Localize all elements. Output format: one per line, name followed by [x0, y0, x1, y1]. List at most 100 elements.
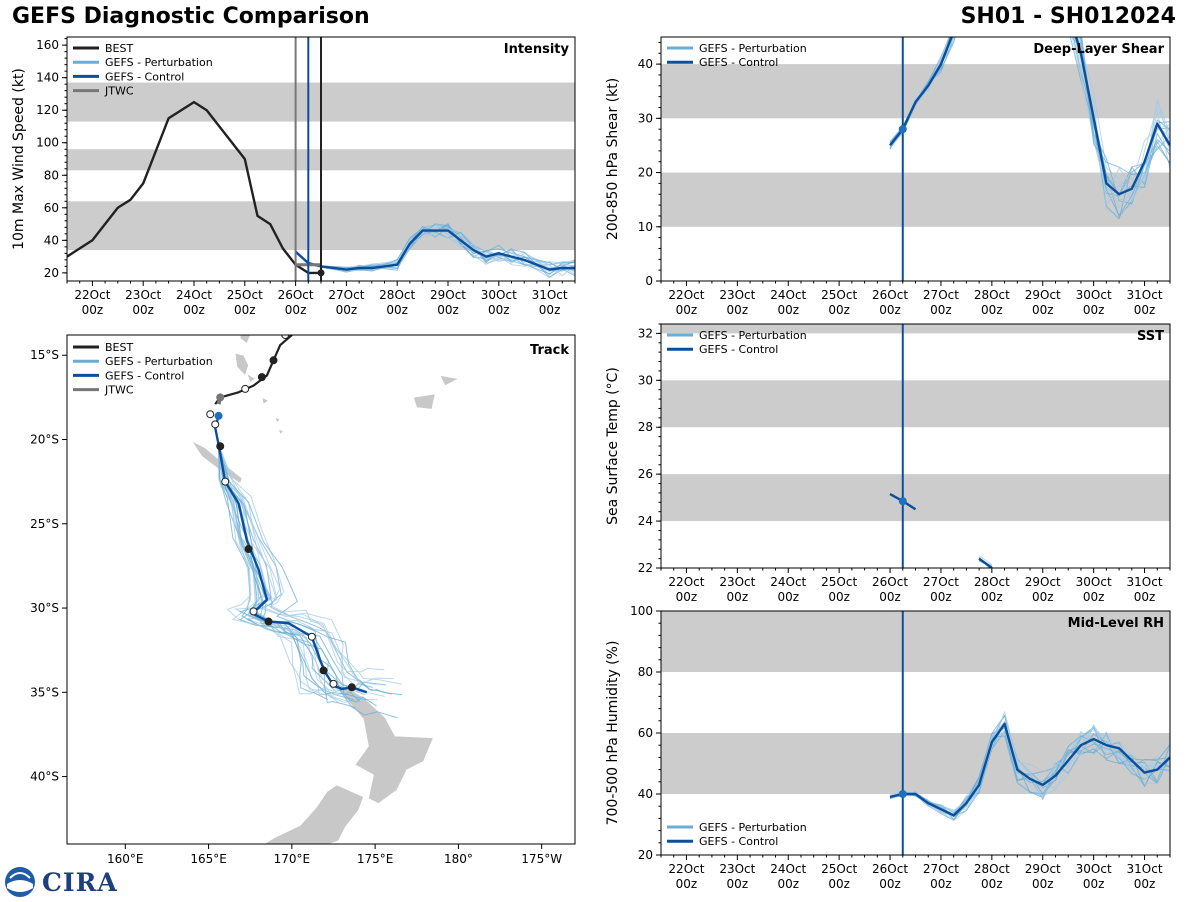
best-track-point: [257, 373, 266, 382]
perturbation-track: [214, 415, 378, 703]
sst-init-marker: [898, 497, 907, 506]
page-title: GEFS Diagnostic Comparison: [12, 4, 370, 29]
south-island: [263, 784, 364, 844]
sst-xtick-hour: 00z: [828, 590, 850, 604]
shear-ytick-label: 10: [638, 220, 653, 234]
rh-xtick-day: 28Oct: [974, 862, 1010, 876]
sst-xtick-hour: 00z: [879, 590, 901, 604]
sst-xtick-hour: 00z: [1134, 590, 1156, 604]
intensity-xtick-hour: 00z: [386, 303, 408, 317]
intensity-xtick-hour: 00z: [285, 303, 307, 317]
intensity-legend-label: JTWC: [104, 85, 134, 98]
shear-xtick-day: 31Oct: [1127, 288, 1163, 302]
track-ytick-label: 40°S: [30, 770, 59, 784]
intensity-xtick-day: 23Oct: [125, 288, 161, 302]
perturbation-track: [214, 415, 361, 703]
shear-xtick-day: 23Oct: [719, 288, 755, 302]
sst-band-1: [661, 380, 1170, 428]
shear-xtick-day: 29Oct: [1025, 288, 1061, 302]
track-legend-label: JTWC: [104, 384, 134, 397]
shear-xtick-day: 28Oct: [974, 288, 1010, 302]
rh-legend-label: GEFS - Perturbation: [699, 821, 807, 834]
shear-title: Deep-Layer Shear: [1033, 42, 1164, 57]
sst-ytick-label: 32: [638, 326, 653, 340]
shear-panel: 01020304022Oct00z23Oct00z24Oct00z25Oct00…: [605, 36, 1171, 317]
track-xtick-label: 180°: [444, 852, 473, 866]
control-track-point: [264, 617, 273, 626]
rh-panel: 2040608010022Oct00z23Oct00z24Oct00z25Oct…: [605, 604, 1171, 891]
storm-id: SH01 - SH012024: [960, 4, 1176, 29]
rh-xtick-day: 29Oct: [1025, 862, 1061, 876]
control-track-point: [214, 411, 223, 420]
rh-ytick-label: 60: [638, 726, 653, 740]
rh-xtick-day: 22Oct: [668, 862, 704, 876]
intensity-ytick-label: 140: [36, 71, 59, 85]
control-track-point: [216, 442, 225, 451]
rh-xtick-day: 31Oct: [1127, 862, 1163, 876]
rh-xtick-hour: 00z: [930, 877, 952, 891]
intensity-xtick-day: 27Oct: [328, 288, 364, 302]
sst-band-0: [661, 474, 1170, 522]
shear-band-0: [661, 172, 1170, 227]
rh-xtick-day: 24Oct: [770, 862, 806, 876]
sst-xtick-hour: 00z: [930, 590, 952, 604]
intensity-perturbation-line: [295, 223, 575, 275]
sst-title: SST: [1137, 329, 1164, 344]
rh-xtick-hour: 00z: [981, 877, 1003, 891]
rh-xtick-hour: 00z: [1032, 877, 1054, 891]
intensity-xtick-hour: 00z: [437, 303, 459, 317]
perturbation-track: [214, 415, 356, 709]
rh-ytick-label: 100: [630, 604, 653, 618]
rh-ylabel: 700-500 hPa Humidity (%): [605, 641, 621, 826]
sst-xtick-day: 24Oct: [770, 575, 806, 589]
cira-wordmark: CIRA: [42, 868, 118, 897]
track-legend-label: GEFS - Perturbation: [105, 355, 213, 368]
intensity-xtick-day: 29Oct: [430, 288, 466, 302]
sst-plot-area: [661, 324, 1170, 568]
intensity-legend-label: GEFS - Perturbation: [105, 56, 213, 69]
banks-islands: [239, 335, 251, 344]
intensity-xtick-day: 30Oct: [481, 288, 517, 302]
track-start-point: [206, 410, 215, 419]
sst-ytick-label: 28: [638, 420, 653, 434]
shear-plot-area: [661, 37, 1170, 281]
shear-xtick-hour: 00z: [981, 303, 1003, 317]
fiji-vanualevu: [439, 375, 460, 387]
rh-xtick-hour: 00z: [1134, 877, 1156, 891]
rh-control-line: [889, 722, 1170, 817]
perturbation-track: [214, 415, 355, 701]
control-track-point: [221, 477, 230, 486]
rh-xtick-day: 23Oct: [719, 862, 755, 876]
sst-ylabel: Sea Surface Temp (°C): [605, 367, 621, 525]
intensity-xtick-hour: 00z: [132, 303, 154, 317]
shear-xtick-day: 22Oct: [668, 288, 704, 302]
rh-title: Mid-Level RH: [1068, 616, 1164, 631]
control-track-point: [211, 420, 220, 429]
intensity-ytick-label: 60: [44, 201, 59, 215]
intensity-ytick-label: 20: [44, 266, 59, 280]
control-track-point: [319, 666, 328, 675]
shear-xtick-day: 30Oct: [1076, 288, 1112, 302]
intensity-control-line: [294, 229, 575, 271]
control-track-point: [244, 545, 253, 554]
rh-xtick-day: 27Oct: [923, 862, 959, 876]
shear-legend-label: GEFS - Control: [699, 56, 778, 69]
rh-xtick-day: 25Oct: [821, 862, 857, 876]
intensity-xtick-hour: 00z: [488, 303, 510, 317]
track-panel: 160°E 165°E 170°E 175°E 180° 175°W 15°S 20°S 25°…: [30, 334, 576, 866]
shear-xtick-hour: 00z: [1032, 303, 1054, 317]
rh-xtick-hour: 00z: [879, 877, 901, 891]
perturbation-track: [214, 415, 373, 690]
shear-ytick-label: 20: [638, 166, 653, 180]
intensity-legend-label: BEST: [105, 42, 133, 55]
track-ytick-label: 15°S: [30, 348, 59, 362]
rh-perturbation-line: [889, 724, 1170, 812]
sst-perturbation-line: [978, 555, 993, 566]
track-legend-label: GEFS - Control: [105, 369, 184, 382]
sst-xtick-day: 30Oct: [1076, 575, 1112, 589]
sst-xtick-day: 29Oct: [1025, 575, 1061, 589]
rh-xtick-day: 26Oct: [872, 862, 908, 876]
sst-xtick-day: 27Oct: [923, 575, 959, 589]
intensity-xtick-hour: 00z: [82, 303, 104, 317]
